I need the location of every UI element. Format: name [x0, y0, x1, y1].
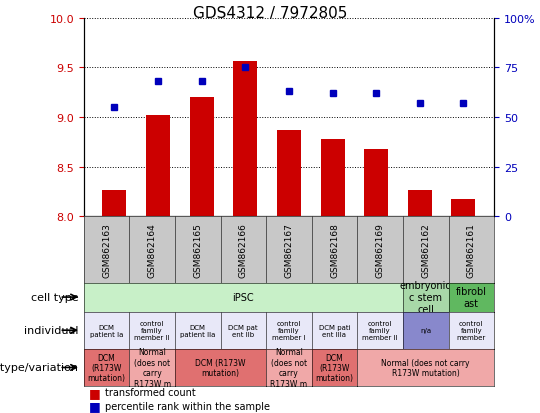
Text: DCM (R173W
mutation): DCM (R173W mutation)	[195, 358, 246, 377]
Text: DCM
(R173W
mutation): DCM (R173W mutation)	[87, 353, 125, 382]
Bar	[277, 131, 301, 413]
Text: embryonic
c stem
cell: embryonic c stem cell	[400, 281, 451, 314]
Text: Normal (does not carry
R173W mutation): Normal (does not carry R173W mutation)	[381, 358, 470, 377]
Text: DCM
patient Ia: DCM patient Ia	[90, 324, 123, 337]
Text: percentile rank within the sample: percentile rank within the sample	[105, 401, 271, 411]
Text: Normal
(does not
carry
R173W m: Normal (does not carry R173W m	[271, 347, 307, 388]
Text: GSM862163: GSM862163	[102, 223, 111, 277]
Text: control
family
member II: control family member II	[362, 320, 398, 340]
Text: DCM
patient IIa: DCM patient IIa	[180, 324, 215, 337]
Text: control
family
member I: control family member I	[272, 320, 306, 340]
Text: fibrobl
ast: fibrobl ast	[456, 287, 487, 308]
Text: individual: individual	[24, 325, 78, 335]
Bar	[451, 200, 475, 413]
Text: DCM
(R173W
mutation): DCM (R173W mutation)	[315, 353, 354, 382]
Text: GSM862161: GSM862161	[467, 223, 476, 277]
Text: DCM pat
ent IIb: DCM pat ent IIb	[228, 324, 258, 337]
Text: n/a: n/a	[420, 328, 431, 333]
Bar	[103, 190, 126, 413]
Text: GSM862165: GSM862165	[193, 223, 202, 277]
Text: ■: ■	[89, 386, 101, 399]
Text: cell type: cell type	[31, 292, 78, 302]
Text: transformed count: transformed count	[105, 387, 196, 397]
Text: ■: ■	[89, 399, 101, 412]
Bar	[146, 116, 170, 413]
Bar	[408, 190, 432, 413]
Text: DCM pati
ent IIIa: DCM pati ent IIIa	[319, 324, 350, 337]
Text: GDS4312 / 7972805: GDS4312 / 7972805	[193, 6, 347, 21]
Text: Normal
(does not
carry
R173W m: Normal (does not carry R173W m	[133, 347, 171, 388]
Text: iPSC: iPSC	[233, 292, 254, 302]
Text: GSM862168: GSM862168	[330, 223, 339, 277]
Text: GSM862169: GSM862169	[376, 223, 384, 277]
Bar	[190, 98, 214, 413]
Text: control
family
member II: control family member II	[134, 320, 170, 340]
Text: GSM862166: GSM862166	[239, 223, 248, 277]
Bar	[233, 62, 257, 413]
Text: genotype/variation: genotype/variation	[0, 363, 78, 373]
Bar	[364, 150, 388, 413]
Text: GSM862164: GSM862164	[147, 223, 157, 277]
Text: GSM862167: GSM862167	[285, 223, 293, 277]
Text: GSM862162: GSM862162	[421, 223, 430, 277]
Bar	[321, 140, 345, 413]
Text: control
family
member: control family member	[457, 320, 486, 340]
